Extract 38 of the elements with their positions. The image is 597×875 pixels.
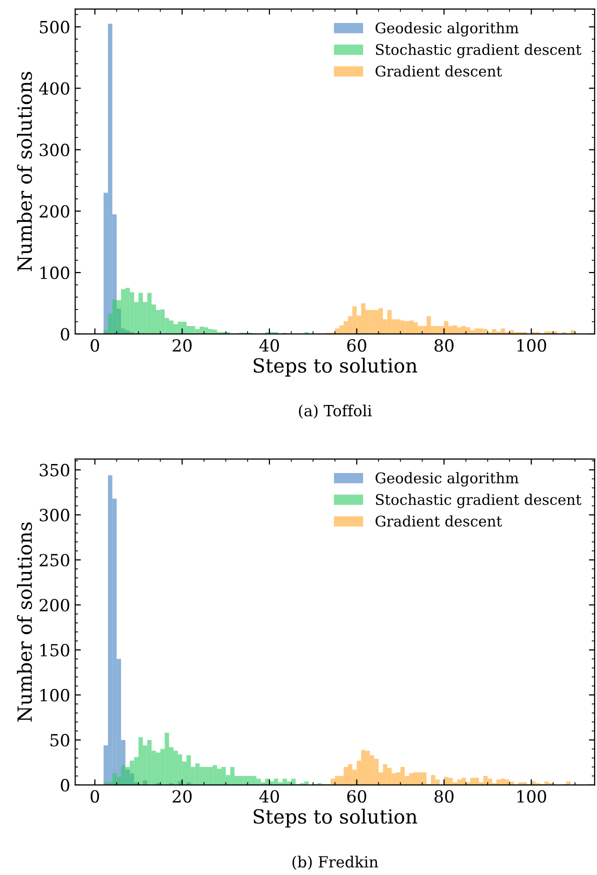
x-tick-label: 20	[172, 790, 192, 803]
legend-label: Stochastic gradient descent	[376, 44, 582, 58]
legend-label: Geodesic algorithm	[376, 472, 519, 486]
y-tick-label: 250	[40, 554, 70, 566]
x-tick-label: 60	[347, 339, 366, 352]
x-tick-label: 20	[172, 339, 192, 352]
y-tick-label: 200	[40, 598, 70, 612]
x-tick-label: 60	[347, 790, 366, 803]
legend-label: Gradient descent	[376, 515, 502, 527]
x-tick-label: 40	[259, 790, 279, 803]
legend-label: Gradient descent	[376, 65, 502, 77]
y-tick-label: 50	[50, 734, 70, 747]
y-axis-title: Number of solutions	[16, 522, 32, 722]
x-tick-label: 100	[517, 339, 546, 352]
legend-label: Stochastic gradient descent	[376, 494, 582, 508]
y-tick-label: 150	[40, 644, 70, 656]
x-tick-label: 0	[90, 339, 100, 352]
text: (a) Toffoli	[298, 404, 372, 419]
x-tick-label: 80	[434, 790, 454, 803]
y-tick-label: 300	[40, 508, 70, 522]
y-tick-label: 0	[60, 328, 70, 341]
x-tick-label: 80	[434, 339, 454, 352]
y-tick-label: 400	[39, 82, 70, 95]
y-tick-label: 200	[40, 205, 70, 218]
x-tick-label: 100	[517, 790, 546, 803]
y-tick-label: 100	[40, 688, 70, 702]
y-tick-label: 350	[40, 464, 70, 476]
y-tick-label: 0	[60, 778, 70, 792]
y-tick-label: 500	[40, 20, 70, 34]
y-tick-label: 100	[40, 266, 70, 280]
x-axis-title: Steps to solution	[254, 808, 418, 828]
y-tick-label: 300	[40, 144, 70, 156]
legend-label: Geodesic algorithm	[376, 22, 519, 36]
text: (b) Fredkin	[292, 856, 378, 870]
y-axis-title: Number of solutions	[16, 72, 32, 272]
x-tick-label: 0	[90, 790, 100, 803]
x-tick-label: 40	[259, 339, 279, 352]
x-axis-title: Steps to solution	[254, 358, 418, 377]
